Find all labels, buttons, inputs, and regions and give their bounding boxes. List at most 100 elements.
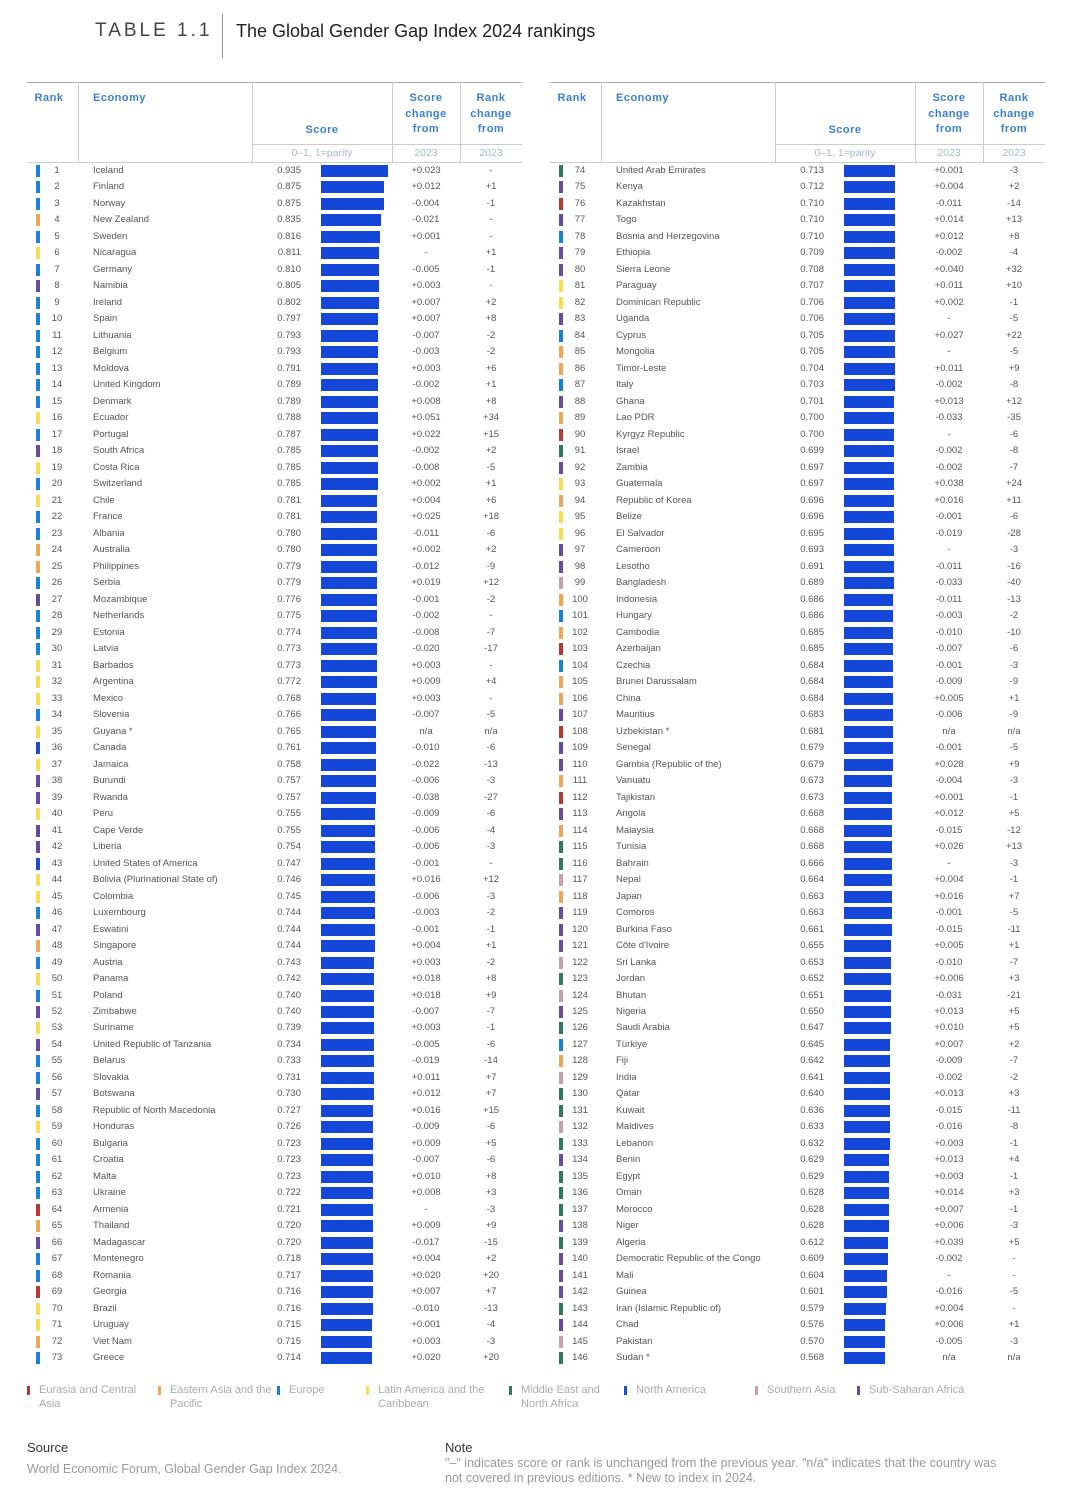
legend-item: Eastern Asia and the Pacific bbox=[158, 1384, 278, 1411]
score-change-cell: +0.040 bbox=[934, 263, 964, 275]
region-marker bbox=[36, 478, 40, 491]
table-row: 26 Serbia 0.779 +0.019 +12 bbox=[27, 575, 522, 591]
score-bar bbox=[321, 1170, 374, 1183]
score-cell: 0.640 bbox=[800, 1088, 824, 1100]
region-marker bbox=[559, 247, 563, 260]
table-row: 71 Uruguay 0.715 +0.001 -4 bbox=[27, 1317, 522, 1333]
score-bar bbox=[321, 725, 377, 738]
score-cell: 0.721 bbox=[277, 1203, 301, 1215]
economy-cell: Eswatini bbox=[93, 923, 129, 935]
region-marker bbox=[36, 725, 40, 738]
region-marker bbox=[36, 445, 40, 458]
rank-change-cell: - bbox=[1012, 1269, 1016, 1281]
rank-cell: 39 bbox=[51, 791, 63, 803]
region-marker bbox=[36, 841, 40, 854]
rank-change-cell: -2 bbox=[486, 907, 496, 919]
table-row: 63 Ukraine 0.722 +0.008 +3 bbox=[27, 1185, 522, 1201]
rank-cell: 37 bbox=[51, 758, 63, 770]
region-marker bbox=[36, 560, 40, 573]
region-marker bbox=[559, 313, 563, 326]
score-bar bbox=[844, 824, 893, 837]
rank-cell: 143 bbox=[572, 1302, 588, 1314]
score-bar bbox=[321, 1055, 374, 1068]
score-cell: 0.710 bbox=[800, 197, 824, 209]
score-bar bbox=[844, 1071, 891, 1084]
region-marker bbox=[559, 940, 563, 953]
rank-cell: 114 bbox=[572, 824, 588, 836]
score-change-cell: +0.004 bbox=[411, 940, 441, 952]
economy-cell: Denmark bbox=[93, 395, 132, 407]
score-cell: 0.779 bbox=[277, 560, 301, 572]
score-cell: 0.720 bbox=[277, 1220, 301, 1232]
score-cell: 0.705 bbox=[800, 346, 824, 358]
score-cell: 0.755 bbox=[277, 824, 301, 836]
region-marker bbox=[36, 973, 40, 985]
table-row: 138 Niger 0.628 +0.006 -3 bbox=[550, 1218, 1045, 1234]
table-row: 137 Morocco 0.628 +0.007 -1 bbox=[550, 1202, 1045, 1218]
score-cell: 0.650 bbox=[800, 1005, 824, 1017]
score-bar bbox=[844, 412, 895, 425]
economy-cell: Iceland bbox=[93, 165, 124, 176]
score-cell: 0.723 bbox=[277, 1154, 301, 1166]
region-marker bbox=[559, 1154, 563, 1167]
table-row: 134 Benin 0.629 +0.013 +4 bbox=[550, 1152, 1045, 1168]
region-marker bbox=[36, 1319, 40, 1332]
table-row: 34 Slovenia 0.766 -0.007 -5 bbox=[27, 707, 522, 723]
rank-cell: 3 bbox=[54, 197, 60, 209]
economy-cell: Italy bbox=[616, 379, 634, 391]
score-change-cell: +0.016 bbox=[934, 890, 964, 902]
score-bar bbox=[321, 841, 376, 854]
score-cell: 0.668 bbox=[800, 808, 824, 820]
score-change-cell: +0.003 bbox=[411, 1022, 441, 1034]
rank-cell: 93 bbox=[574, 478, 586, 490]
economy-cell: Gambia (Republic of the) bbox=[616, 758, 722, 770]
region-marker bbox=[559, 1071, 563, 1084]
table-row: 107 Mauritius 0.683 -0.006 -9 bbox=[550, 707, 1045, 723]
region-marker bbox=[559, 544, 563, 557]
table-row: 120 Burkina Faso 0.661 -0.015 -11 bbox=[550, 922, 1045, 938]
score-bar bbox=[844, 494, 895, 507]
rank-cell: 87 bbox=[574, 379, 586, 391]
rank-cell: 59 bbox=[51, 1121, 63, 1133]
economy-cell: Mongolia bbox=[616, 346, 655, 358]
score-bar bbox=[844, 1220, 890, 1233]
economy-cell: Timor-Leste bbox=[616, 362, 667, 374]
score-cell: 0.773 bbox=[277, 643, 301, 655]
score-change-cell: +0.009 bbox=[411, 1137, 441, 1149]
rank-change-cell: +15 bbox=[482, 428, 500, 440]
rank-cell: 145 bbox=[572, 1335, 588, 1347]
rank-change-year: 2023 bbox=[479, 147, 503, 159]
score-bar bbox=[321, 362, 378, 375]
score-cell: 0.875 bbox=[277, 181, 301, 193]
score-change-cell: +0.012 bbox=[411, 181, 441, 193]
economy-cell: United Republic of Tanzania bbox=[93, 1038, 212, 1050]
score-bar bbox=[321, 296, 379, 309]
score-bar bbox=[844, 527, 895, 540]
score-cell: 0.629 bbox=[800, 1154, 824, 1166]
rank-change-cell: -40 bbox=[1007, 577, 1021, 589]
economy-cell: Bahrain bbox=[616, 857, 649, 869]
region-marker bbox=[36, 692, 40, 705]
rank-change-cell: +32 bbox=[1005, 263, 1023, 275]
score-bar bbox=[844, 428, 895, 441]
region-marker bbox=[559, 626, 563, 639]
region-marker bbox=[559, 494, 563, 507]
score-bar bbox=[844, 362, 895, 375]
economy-cell: Kazakhstan bbox=[616, 197, 666, 209]
table-row: 80 Sierra Leone 0.708 +0.040 +32 bbox=[550, 262, 1045, 278]
score-cell: 0.700 bbox=[800, 412, 824, 424]
rank-cell: 48 bbox=[51, 940, 63, 952]
table-row: 31 Barbados 0.773 +0.003 - bbox=[27, 658, 522, 674]
score-bar bbox=[844, 181, 896, 194]
rank-cell: 94 bbox=[574, 494, 586, 506]
legend-label: Middle East and North Africa bbox=[521, 1384, 600, 1410]
economy-cell: Angola bbox=[616, 808, 646, 820]
score-change-cell: -0.009 bbox=[935, 676, 963, 688]
rank-change-cell: -6 bbox=[1009, 643, 1019, 655]
rank-change-cell: -6 bbox=[486, 742, 496, 754]
economy-cell: Canada bbox=[93, 742, 127, 754]
score-bar bbox=[844, 478, 895, 491]
table-row: 46 Luxembourg 0.744 -0.003 -2 bbox=[27, 905, 522, 921]
region-marker bbox=[559, 1236, 563, 1249]
economy-cell: Lithuania bbox=[93, 329, 132, 341]
